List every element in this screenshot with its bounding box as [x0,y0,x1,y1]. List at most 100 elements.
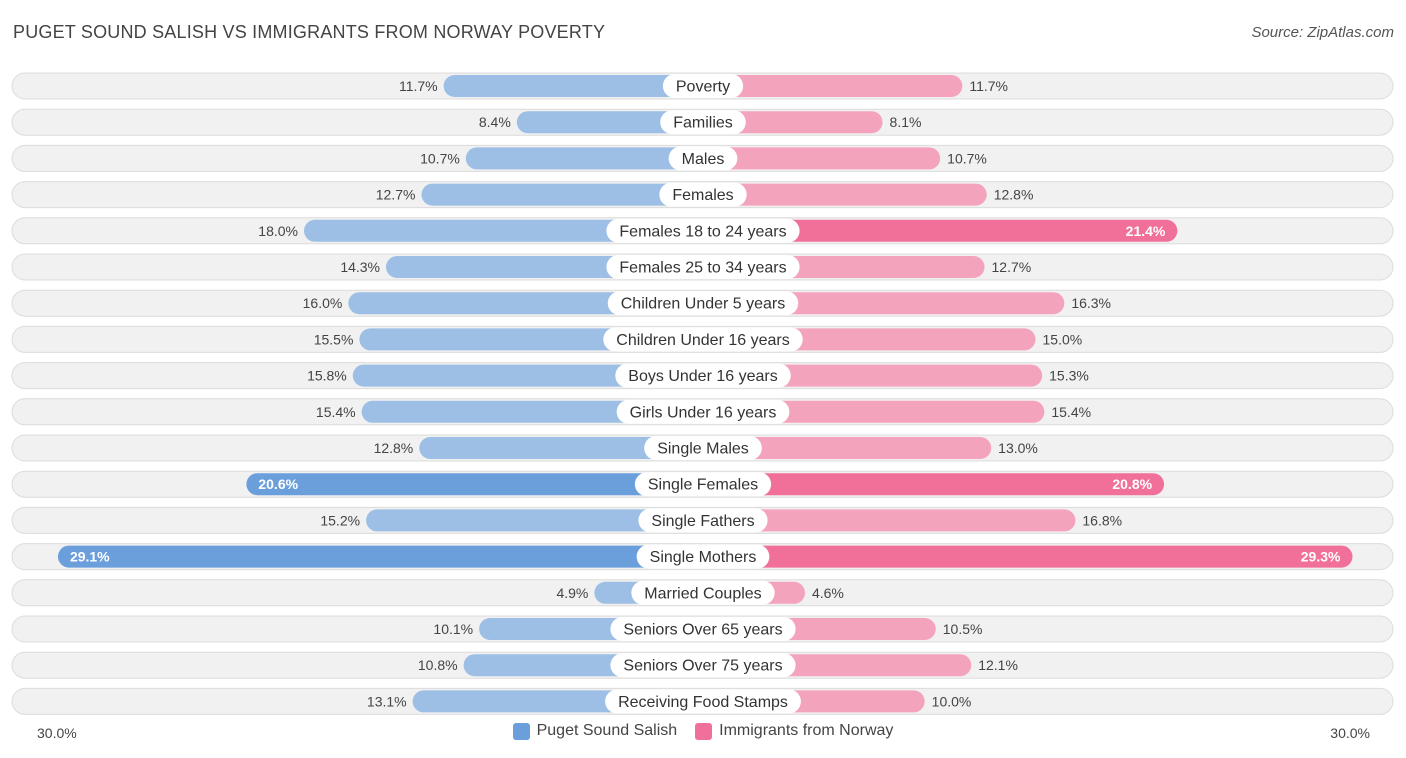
value-label-left: 20.6% [258,476,298,492]
category-pill [659,182,747,207]
value-label-left: 15.5% [314,331,354,347]
bar-left [304,219,703,242]
bar-right [703,400,1045,423]
category-label: Single Fathers [651,513,754,530]
category-pill [668,146,738,171]
value-label-right: 11.7% [969,78,1008,94]
bar-right [703,147,941,170]
bar-right [703,75,963,97]
value-label-left: 12.7% [376,187,416,203]
value-label-left: 10.1% [433,621,473,637]
category-label: Girls Under 16 years [630,404,777,421]
bar-left [443,75,703,97]
value-label-left: 14.3% [340,259,380,275]
value-label-right: 10.5% [943,621,983,637]
category-pill [606,255,800,279]
category-pill [606,218,800,243]
value-label-right: 12.7% [992,259,1032,275]
value-label-right: 15.0% [1043,331,1083,347]
legend-swatch-left [512,722,530,740]
legend-item-right[interactable]: Immigrants from Norway [695,722,893,740]
bar-left [366,509,703,532]
value-label-right: 4.6% [812,585,844,601]
category-pill [603,327,803,352]
category-label: Married Couples [644,585,761,602]
value-label-left: 4.9% [556,585,588,601]
value-label-left: 18.0% [258,223,298,239]
value-label-right: 16.8% [1082,512,1122,528]
category-label: Single Mothers [650,549,757,566]
category-pill [605,689,801,714]
value-label-left: 15.2% [320,512,360,528]
bar-right [703,509,1076,532]
category-label: Boys Under 16 years [628,368,777,385]
category-pill [662,74,744,98]
category-pill [636,544,770,569]
bar-right [703,111,883,134]
axis-right-label: 30.0% [1330,725,1370,741]
diverging-bar-chart: 11.7% 11.7% Poverty 8.4% 8.1% Families 10.7% 10… [11,72,1394,715]
bar-left [361,400,703,423]
category-pill [660,110,746,135]
category-label: Children Under 5 years [621,296,786,313]
category-pill [634,472,772,497]
bar-left [465,147,703,170]
value-label-right: 10.7% [947,150,987,166]
value-label-left: 10.7% [420,150,460,166]
value-label-right: 20.8% [1112,476,1152,492]
bar-right [703,183,987,206]
category-pill [607,291,799,316]
legend-swatch-right [695,722,713,740]
value-label-right: 12.1% [978,657,1018,673]
category-label: Females [672,187,733,204]
category-label: Receiving Food Stamps [618,694,788,711]
category-pill [610,653,796,678]
category-pill [638,508,768,533]
category-label: Seniors Over 75 years [623,658,782,675]
bar-right [703,219,1178,242]
bar-right [703,545,1353,568]
value-label-left: 13.1% [367,693,407,709]
category-pill [610,617,796,641]
value-label-left: 29.1% [70,549,110,565]
value-label-left: 8.4% [479,114,511,130]
category-pill [615,363,791,388]
chart-title: PUGET SOUND SALISH VS IMMIGRANTS FROM NO… [13,22,606,42]
category-pill [644,436,762,460]
value-label-right: 29.3% [1301,549,1341,565]
value-label-right: 10.0% [932,693,972,709]
bar-left [57,545,703,568]
value-label-left: 16.0% [303,295,343,311]
axis-left-label: 30.0% [37,725,77,741]
bar-left [246,473,703,496]
legend-label-left: Puget Sound Salish [536,722,678,739]
value-label-right: 21.4% [1126,223,1166,239]
category-pill [616,399,790,424]
bar-left [352,364,703,387]
category-label: Poverty [676,79,730,96]
category-label: Families [673,115,733,132]
bar-left [516,111,703,134]
value-label-left: 15.4% [316,404,356,420]
category-label: Females 18 to 24 years [619,223,786,240]
category-label: Single Males [657,441,749,458]
bar-right [703,437,992,459]
value-label-right: 15.3% [1049,368,1089,384]
category-label: Seniors Over 65 years [623,622,782,639]
value-label-right: 8.1% [890,114,922,130]
value-label-left: 10.8% [418,657,458,673]
source-label: Source: ZipAtlas.com [1251,24,1394,41]
legend: Puget Sound Salish Immigrants from Norwa… [0,722,1406,740]
value-label-left: 12.8% [374,440,414,456]
legend-label-right: Immigrants from Norway [719,722,894,739]
category-label: Single Females [648,477,758,494]
value-label-left: 15.8% [307,368,347,384]
legend-item-left[interactable]: Puget Sound Salish [512,722,678,740]
category-label: Children Under 16 years [616,332,789,349]
value-label-left: 11.7% [399,78,438,94]
category-label: Females 25 to 34 years [619,260,786,277]
value-label-right: 16.3% [1071,295,1111,311]
category-label: Males [682,151,725,168]
bar-left [421,183,703,206]
bar-left [419,437,703,459]
